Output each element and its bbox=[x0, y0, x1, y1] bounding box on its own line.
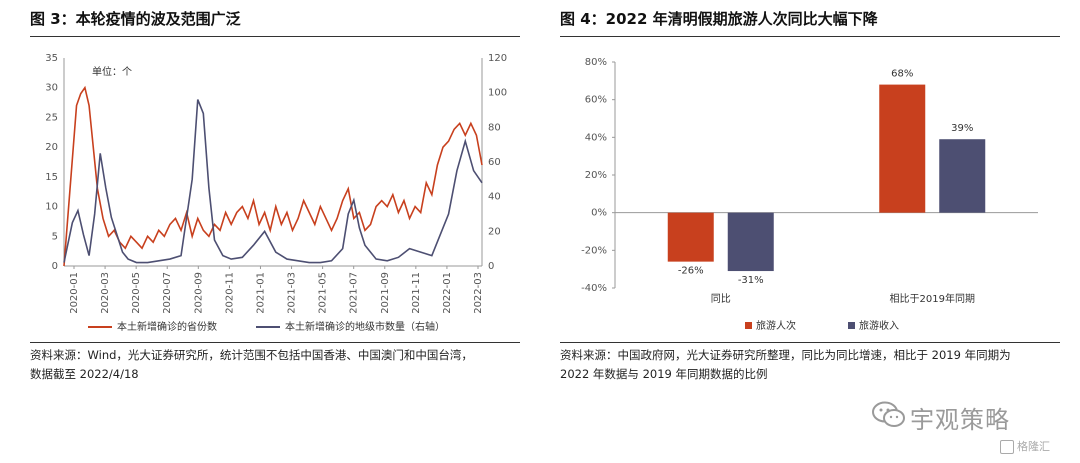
bar bbox=[939, 139, 986, 213]
legend-swatch bbox=[848, 322, 855, 329]
right-y-tick-label: 60 bbox=[488, 157, 501, 168]
right-source-note: 资料来源：中国政府网，光大证券研究所整理，同比为同比增速，相比于 2019 年同… bbox=[560, 346, 1011, 384]
y-tick-label: 80% bbox=[585, 57, 607, 68]
right-y-tick-label: 40 bbox=[488, 192, 501, 203]
left-bottom-rule bbox=[30, 342, 520, 343]
left-source-note: 资料来源：Wind，光大证券研究所，统计范围不包括中国香港、中国澳门和中国台湾，… bbox=[30, 346, 473, 384]
bar bbox=[727, 212, 774, 272]
left-y-tick-label: 35 bbox=[45, 53, 58, 64]
y-tick-label: 20% bbox=[585, 170, 607, 181]
y-tick-label: 0% bbox=[591, 208, 607, 219]
left-y-tick-label: 15 bbox=[45, 172, 58, 183]
legend-label: 旅游人次 bbox=[756, 319, 796, 332]
watermark-text: 宇观策略 bbox=[910, 406, 1010, 434]
left-source-line-2: 数据截至 2022/4/18 bbox=[30, 367, 139, 381]
right-top-rule bbox=[560, 36, 1060, 37]
category-label: 相比于2019年同期 bbox=[890, 292, 975, 305]
x-tick-label: 2020-05 bbox=[131, 272, 142, 314]
unit-note: 单位：个 bbox=[92, 65, 132, 78]
y-tick-label: 60% bbox=[585, 95, 607, 106]
x-tick-label: 2021-05 bbox=[318, 272, 329, 314]
bar-data-label: -31% bbox=[738, 275, 764, 286]
x-tick-label: 2022-03 bbox=[473, 272, 484, 314]
right-y-tick-label: 120 bbox=[488, 53, 507, 64]
x-tick-label: 2020-09 bbox=[193, 272, 204, 314]
right-figure-title: 图 4：2022 年清明假期旅游人次同比大幅下降 bbox=[560, 10, 878, 28]
bar bbox=[667, 212, 714, 262]
right-bottom-rule bbox=[560, 342, 1060, 343]
left-source-line-1: 资料来源：Wind，光大证券研究所，统计范围不包括中国香港、中国澳门和中国台湾， bbox=[30, 348, 473, 362]
gelonghui-icon bbox=[1000, 440, 1014, 454]
x-tick-label: 2021-01 bbox=[255, 272, 266, 314]
x-tick-label: 2021-11 bbox=[411, 272, 422, 314]
y-tick-label: 40% bbox=[585, 132, 607, 143]
left-y-tick-label: 10 bbox=[45, 202, 58, 213]
wechat-icon bbox=[872, 401, 905, 427]
x-tick-label: 2022-01 bbox=[442, 272, 453, 314]
legend-swatch bbox=[745, 322, 752, 329]
right-y-tick-label: 0 bbox=[488, 261, 494, 272]
bar-data-label: 39% bbox=[951, 123, 973, 134]
left-top-rule bbox=[30, 36, 520, 37]
line-chart: 0 5 10 15 20 25 30 35 0 20 40 60 80 100 120 2020-01 2020… bbox=[45, 53, 507, 333]
right-y-tick-label: 80 bbox=[488, 122, 501, 133]
x-tick-label: 2020-03 bbox=[100, 272, 111, 314]
x-tick-label: 2021-09 bbox=[380, 272, 391, 314]
legend-label: 旅游收入 bbox=[859, 319, 899, 332]
series-line-provinces bbox=[63, 85, 483, 267]
left-figure-title: 图 3：本轮疫情的波及范围广泛 bbox=[30, 10, 241, 28]
left-y-tick-label: 30 bbox=[45, 83, 58, 94]
x-tick-label: 2020-11 bbox=[224, 272, 235, 314]
right-y-tick-label: 100 bbox=[488, 88, 507, 99]
bar-data-label: -26% bbox=[678, 266, 704, 277]
legend-label-provinces: 本土新增确诊的省份数 bbox=[117, 320, 217, 333]
y-tick-label: -20% bbox=[581, 245, 607, 256]
watermark: 宇观策略 格隆汇 bbox=[872, 398, 1062, 458]
bar-data-label: 68% bbox=[891, 69, 913, 80]
left-y-tick-label: 5 bbox=[52, 231, 58, 242]
left-y-tick-label: 25 bbox=[45, 112, 58, 123]
left-y-tick-label: 0 bbox=[52, 261, 58, 272]
right-y-tick-label: 20 bbox=[488, 226, 501, 237]
left-y-tick-label: 20 bbox=[45, 142, 58, 153]
right-source-line-1: 资料来源：中国政府网，光大证券研究所整理，同比为同比增速，相比于 2019 年同… bbox=[560, 348, 1011, 362]
y-tick-label: -40% bbox=[581, 283, 607, 294]
legend-label-cities: 本土新增确诊的地级市数量（右轴） bbox=[285, 320, 445, 333]
watermark-small-text: 格隆汇 bbox=[1000, 438, 1050, 454]
bar bbox=[879, 84, 926, 213]
series-line-cities bbox=[63, 99, 483, 264]
x-tick-label: 2021-03 bbox=[287, 272, 298, 314]
category-label: 同比 bbox=[711, 293, 731, 305]
bar-chart: -40% -20% 0% 20% 40% 60% 80% -26% -31% 同比 68% 39% 相比… bbox=[581, 57, 1038, 332]
right-source-line-2: 2022 年数据与 2019 年同期数据的比例 bbox=[560, 367, 768, 381]
x-tick-label: 2021-07 bbox=[349, 272, 360, 314]
x-tick-label: 2020-07 bbox=[162, 272, 173, 314]
x-tick-label: 2020-01 bbox=[69, 272, 80, 314]
